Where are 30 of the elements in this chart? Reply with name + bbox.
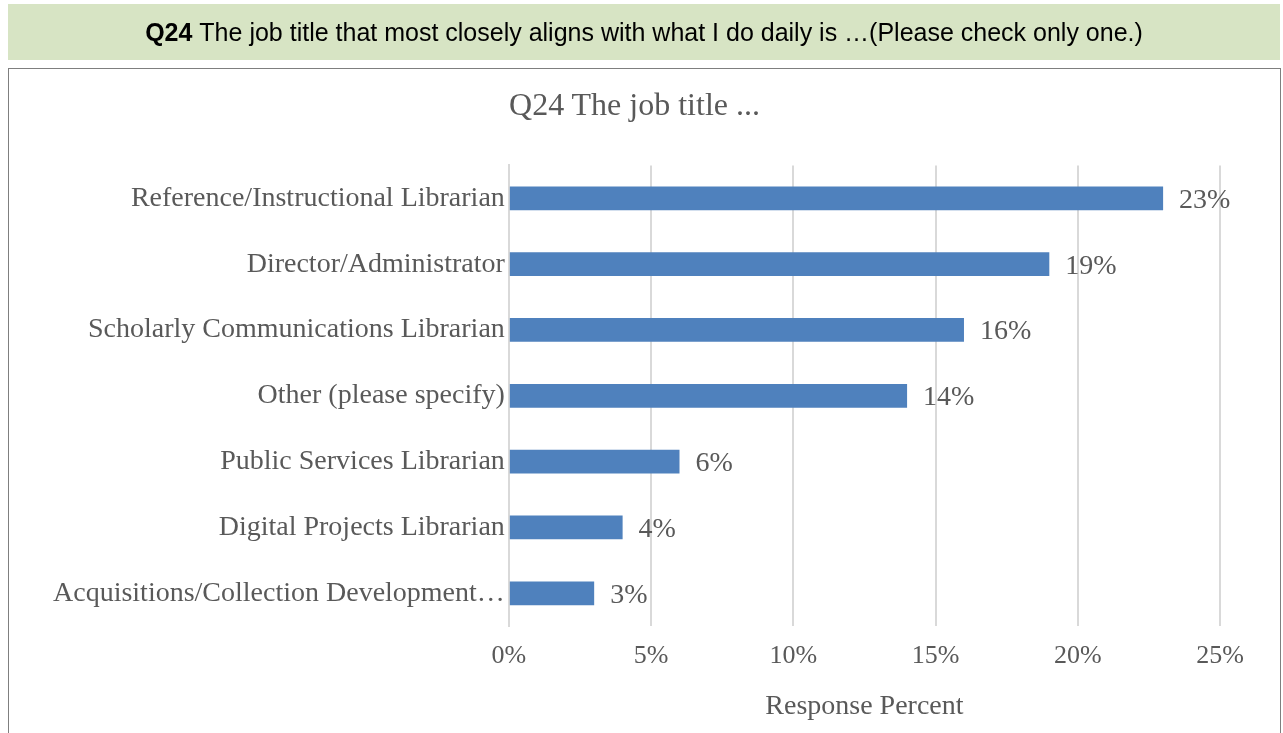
bar xyxy=(509,581,595,606)
bar xyxy=(509,252,1050,276)
y-tick-label: Scholarly Communications Librarian xyxy=(88,312,505,344)
data-label: 3% xyxy=(610,577,648,609)
x-tick-label: 20% xyxy=(1053,639,1102,669)
y-tick-label: Reference/Instructional Librarian xyxy=(130,180,505,212)
y-tick-label: Public Services Librarian xyxy=(220,443,505,475)
y-tick-label: Other (please specify) xyxy=(257,378,505,410)
bar xyxy=(509,318,964,342)
x-tick-label: 10% xyxy=(769,639,818,669)
data-label: 23% xyxy=(1179,182,1231,214)
x-tick-label: 25% xyxy=(1196,639,1244,669)
chart-subtitle: Q24 The job title ... xyxy=(509,85,760,122)
data-label: 4% xyxy=(638,511,676,543)
bar xyxy=(509,515,623,540)
bar xyxy=(509,383,908,408)
x-tick-label: 0% xyxy=(491,639,527,669)
x-axis-title: Response Percent xyxy=(765,688,964,720)
y-tick-label: Digital Projects Librarian xyxy=(218,509,505,541)
bar xyxy=(509,449,680,474)
data-label: 16% xyxy=(979,314,1032,346)
chart-title: Q24 The job title that most closely aligns with what I do daily is …(Please check only one.) xyxy=(145,17,1143,47)
data-label: 19% xyxy=(1065,248,1117,280)
y-tick-label: Acquisitions/Collection Development… xyxy=(53,575,505,607)
x-tick-label: 15% xyxy=(911,639,960,669)
x-tick-label: 5% xyxy=(633,639,669,669)
data-label: 14% xyxy=(923,380,975,412)
y-tick-label: Director/Administrator xyxy=(246,246,506,278)
data-label: 6% xyxy=(695,445,733,477)
bar xyxy=(509,186,1164,211)
